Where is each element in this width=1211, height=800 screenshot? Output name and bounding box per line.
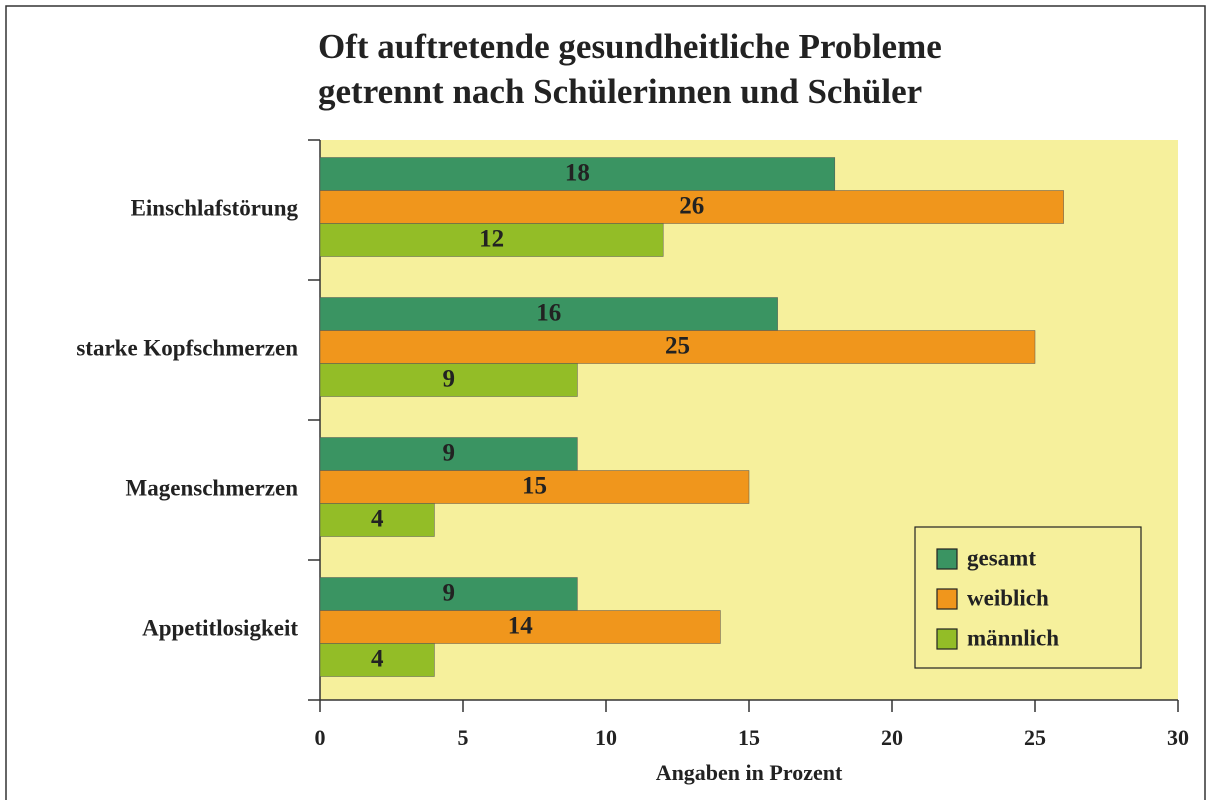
- bar: [319, 330, 1036, 364]
- data-label: 15: [522, 473, 547, 500]
- y-tick-label: starke Kopfschmerzen: [76, 335, 298, 360]
- bar: [319, 190, 1064, 224]
- x-tick-label: 30: [1167, 725, 1189, 750]
- data-label: 14: [508, 613, 534, 640]
- data-label: 4: [371, 506, 384, 533]
- chart-title: getrennt nach Schülerinnen und Schüler: [318, 72, 922, 111]
- y-tick-label: Appetitlosigkeit: [142, 615, 298, 640]
- data-label: 4: [371, 646, 384, 673]
- bar: [319, 577, 578, 611]
- bar: [319, 503, 435, 537]
- x-tick-label: 25: [1024, 725, 1046, 750]
- bar: [319, 297, 778, 331]
- data-label: 9: [442, 440, 455, 467]
- data-label: 16: [536, 300, 561, 327]
- bar: [319, 643, 435, 677]
- chart-title: Oft auftretende gesundheitliche Probleme: [318, 27, 942, 66]
- bar: [319, 223, 664, 257]
- x-tick-label: 15: [738, 725, 760, 750]
- legend-swatch: [936, 588, 958, 610]
- bar: [319, 437, 578, 471]
- x-tick-label: 5: [458, 725, 469, 750]
- y-tick-label: Magenschmerzen: [126, 475, 299, 500]
- data-label: 18: [565, 160, 590, 187]
- bar: [319, 157, 836, 191]
- bar: [319, 470, 750, 504]
- legend-swatch: [936, 628, 958, 650]
- legend-swatch: [936, 548, 958, 570]
- bar: [319, 363, 578, 397]
- data-label: 9: [442, 580, 455, 607]
- x-axis-title: Angaben in Prozent: [656, 760, 843, 785]
- x-tick-label: 20: [881, 725, 903, 750]
- x-tick-label: 0: [315, 725, 326, 750]
- data-label: 25: [665, 333, 690, 360]
- y-tick-label: Einschlafstörung: [131, 195, 299, 220]
- data-label: 26: [679, 193, 704, 220]
- x-tick-label: 10: [595, 725, 617, 750]
- data-label: 12: [479, 226, 504, 253]
- bar: [319, 610, 721, 644]
- data-label: 9: [442, 366, 455, 393]
- legend-label: gesamt: [967, 545, 1036, 570]
- legend-label: weiblich: [967, 585, 1049, 610]
- legend-label: männlich: [967, 625, 1059, 650]
- legend-box: [914, 526, 1142, 669]
